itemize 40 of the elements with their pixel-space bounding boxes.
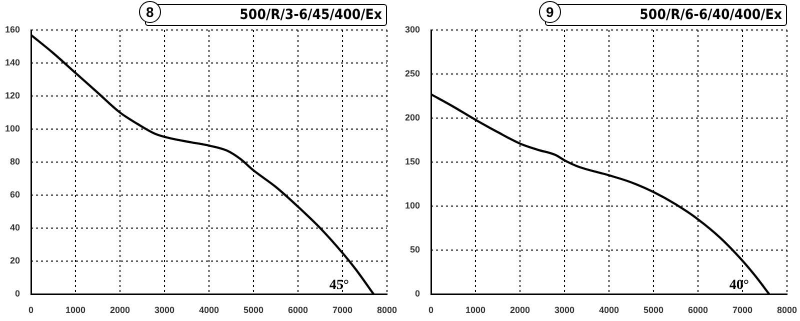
x-tick-label: 7000 [332, 305, 353, 316]
x-tick-label: 1000 [465, 305, 486, 316]
x-tick-label: 3000 [154, 305, 175, 316]
y-tick-label: 200 [404, 112, 420, 123]
x-tick-label: 7000 [732, 305, 753, 316]
y-tick-label: 20 [10, 256, 20, 266]
annotation: 45° [329, 278, 349, 293]
y-tick-label: 250 [404, 68, 420, 79]
y-tick-label: 150 [404, 156, 420, 167]
y-tick-label: 160 [4, 24, 20, 34]
y-tick-label: 80 [10, 156, 20, 167]
x-tick-label: 4000 [198, 305, 220, 316]
chart-title: 8 [138, 1, 161, 23]
chart-subtitle: 500/R/6-6/40/400/Ex [640, 7, 782, 23]
x-tick-label: 6000 [288, 305, 308, 316]
x-tick-label: 2000 [110, 305, 130, 316]
y-tick-label: 0 [15, 288, 20, 299]
y-tick-label: 100 [404, 200, 420, 211]
x-tick-label: 2000 [510, 305, 530, 316]
x-tick-label: 8000 [376, 305, 398, 316]
y-tick-label: 50 [410, 244, 420, 255]
x-tick-label: 0 [28, 305, 34, 316]
y-tick-label: 100 [4, 124, 20, 134]
y-tick-label: 300 [404, 24, 420, 34]
chart-title: 9 [538, 1, 561, 23]
x-tick-label: 1000 [65, 305, 86, 316]
y-tick-label: 60 [10, 190, 20, 200]
x-tick-label: 0 [428, 305, 434, 316]
chart-subtitle: 500/R/3-6/45/400/Ex [240, 7, 382, 23]
x-tick-label: 5000 [243, 305, 264, 316]
x-tick-label: 6000 [688, 305, 708, 316]
x-tick-label: 4000 [598, 305, 620, 316]
x-tick-label: 3000 [554, 305, 575, 316]
x-tick-label: 8000 [776, 305, 798, 316]
y-tick-label: 40 [10, 222, 20, 233]
annotation: 40° [729, 278, 749, 293]
y-tick-label: 140 [4, 58, 20, 68]
y-tick-label: 0 [415, 288, 420, 299]
x-tick-label: 5000 [643, 305, 664, 316]
y-tick-label: 120 [4, 90, 20, 101]
